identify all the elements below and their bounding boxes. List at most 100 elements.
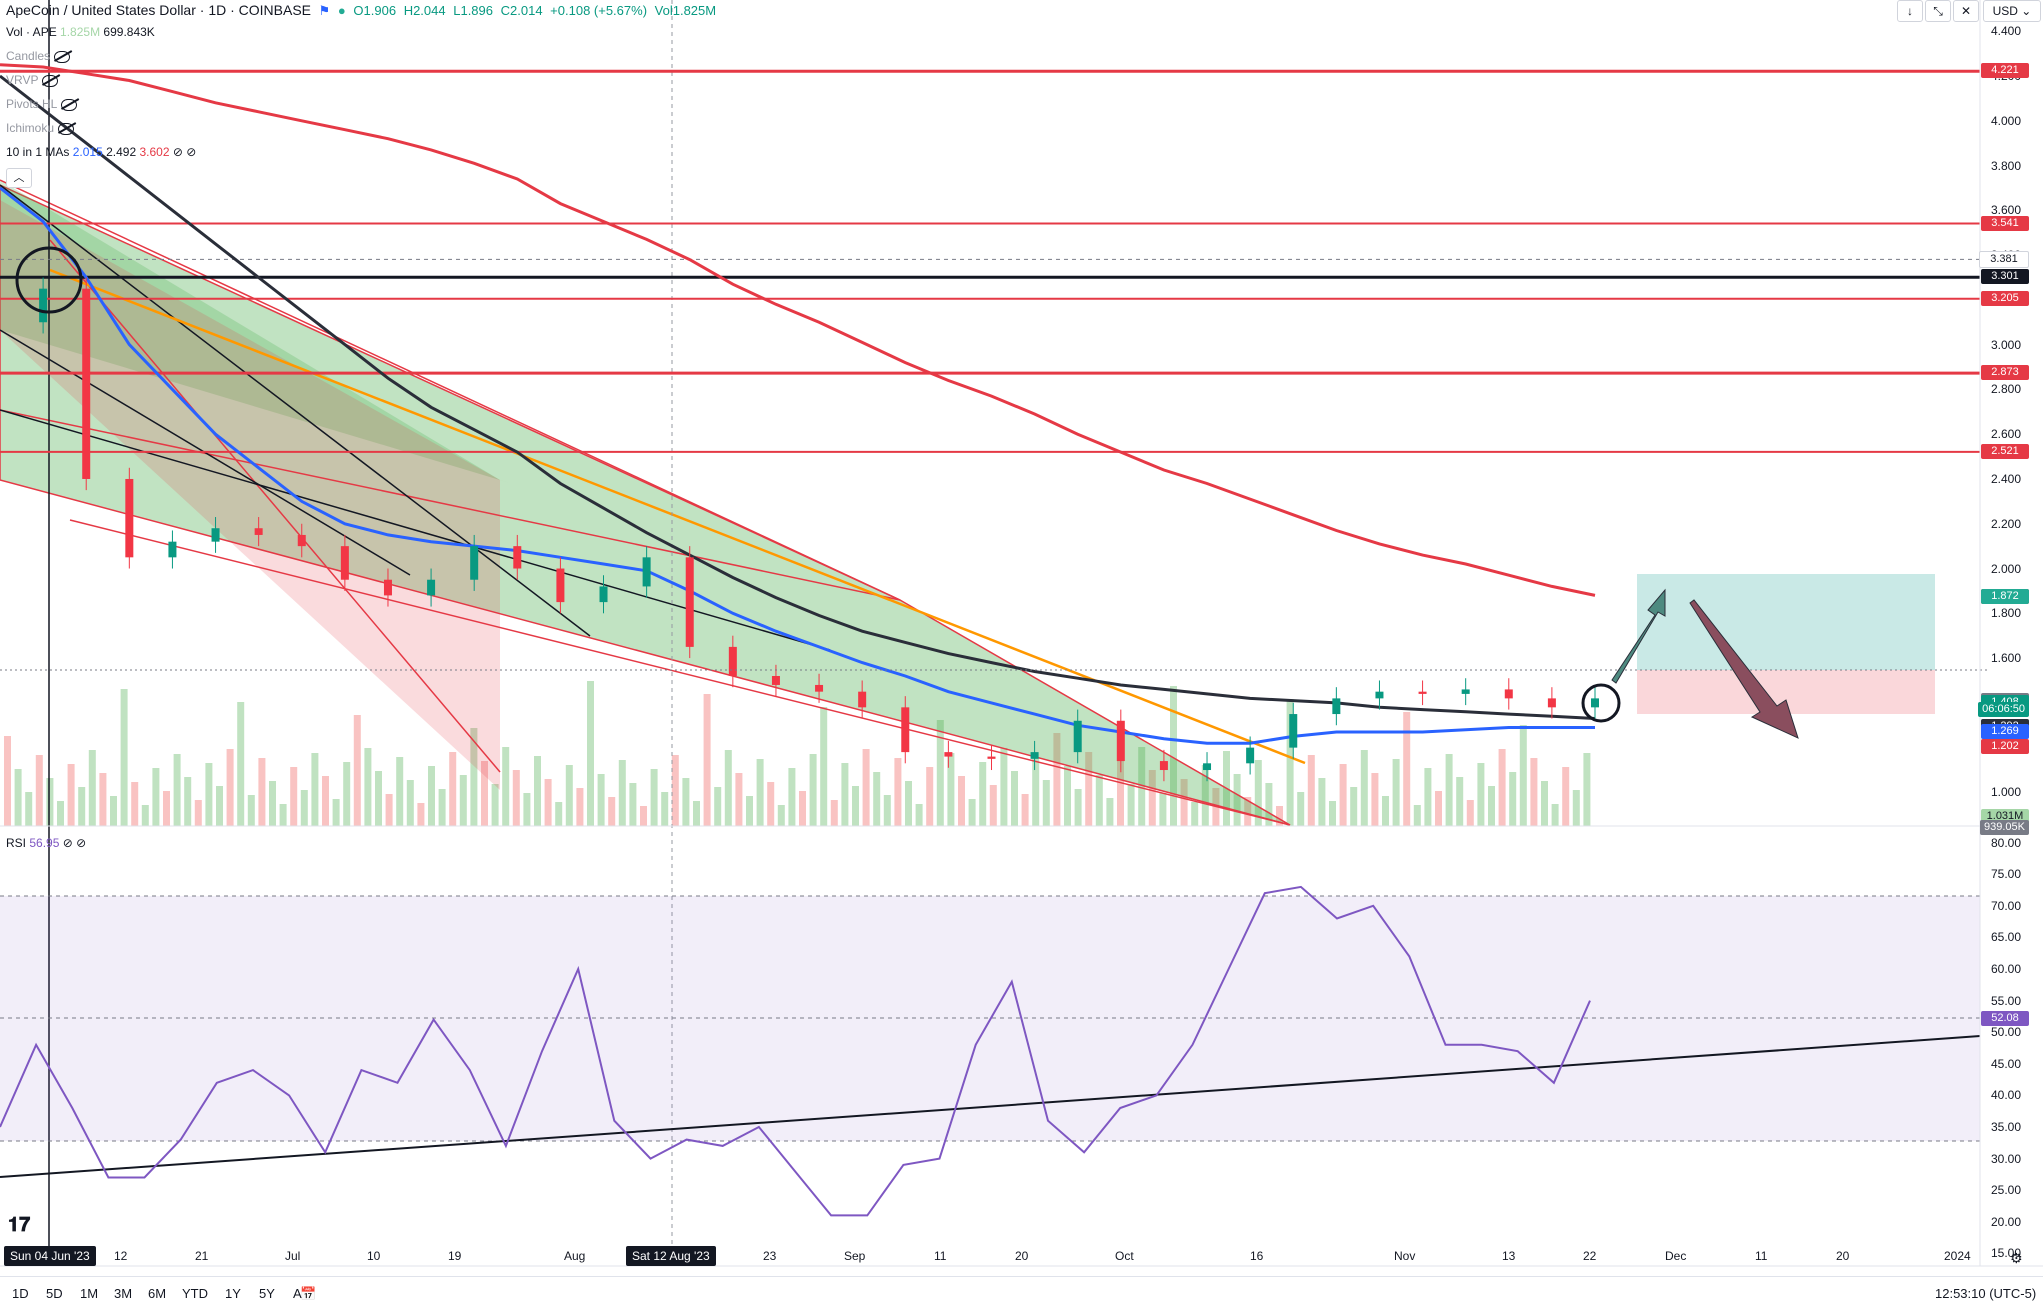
status-dot-icon: ● xyxy=(337,3,346,18)
volume-bar xyxy=(152,768,160,826)
volume-bar xyxy=(428,766,435,826)
time-tick: 11 xyxy=(1755,1249,1768,1263)
candle xyxy=(211,528,220,542)
moving-average-1[interactable] xyxy=(0,74,1596,720)
clock-text: 12:53:10 (UTC-5) xyxy=(1935,1286,2037,1301)
pivots-indicator-row[interactable]: Pivots HL xyxy=(6,97,78,111)
timeframe-6m[interactable]: 6M xyxy=(148,1286,167,1301)
candle xyxy=(470,546,479,580)
price-tag: 06:06:50 xyxy=(1978,701,2029,717)
timeframe-5y[interactable]: 5Y xyxy=(259,1286,275,1301)
down-arrow-button[interactable]: ↓ xyxy=(1897,0,1923,22)
rsi-indicator-row[interactable]: RSI 56.95 ⊘ ⊘ xyxy=(6,836,87,850)
timeframe-5d[interactable]: 5D xyxy=(46,1286,63,1301)
candle xyxy=(1159,761,1168,771)
volume-bar xyxy=(682,778,690,826)
close-icon[interactable]: ✕ xyxy=(1953,0,1979,22)
volume-bar xyxy=(1074,789,1082,826)
volume-bar xyxy=(311,753,319,826)
candle xyxy=(1375,691,1384,699)
candles-indicator-row[interactable]: Candles xyxy=(6,49,71,63)
timeframe-all[interactable]: All xyxy=(293,1286,308,1301)
candle xyxy=(1591,698,1599,708)
candle xyxy=(987,756,996,759)
candle xyxy=(1246,747,1255,764)
gear-icon[interactable]: ⚙ xyxy=(2010,1250,2023,1266)
collapse-button[interactable]: ⤡ xyxy=(1925,0,1951,22)
symbol-title[interactable]: ApeCoin / United States Dollar · 1D · CO… xyxy=(6,2,312,18)
vol-indicator-row[interactable]: Vol · APE 1.825M 699.843K xyxy=(6,25,155,39)
volume-bar xyxy=(1032,757,1040,826)
timeframe-1d[interactable]: 1D xyxy=(12,1286,29,1301)
price-tag: 1.202 xyxy=(1981,739,2029,755)
volume-bar xyxy=(597,774,605,826)
tradingview-logo-icon: 𝟏𝟕 xyxy=(8,1214,31,1236)
price-tick: 4.000 xyxy=(1991,113,2022,128)
volume-bar xyxy=(1244,797,1252,826)
volume-bar xyxy=(1042,780,1050,826)
calendar-icon[interactable]: 📅 xyxy=(300,1286,317,1301)
hidden-eye-icon[interactable] xyxy=(61,98,78,111)
volume-bar xyxy=(1233,774,1241,826)
timeframe-ytd[interactable]: YTD xyxy=(182,1286,208,1301)
hidden-eye-icon[interactable] xyxy=(54,50,71,63)
volume-bar xyxy=(841,763,849,826)
rsi-tick: 45.00 xyxy=(1991,1056,2022,1071)
moving-average-2[interactable] xyxy=(0,63,1596,597)
volume-bar xyxy=(714,787,722,826)
hidden-eye-icon[interactable] xyxy=(42,74,59,87)
volume-bar xyxy=(1170,686,1177,826)
volume-bar xyxy=(417,803,425,826)
candle xyxy=(125,478,134,558)
candle xyxy=(1289,714,1298,748)
candle xyxy=(1073,720,1082,753)
volume-bar xyxy=(449,752,457,826)
mas-indicator-row[interactable]: 10 in 1 MAs 2.015 2.492 3.602 ⊘ ⊘ xyxy=(6,145,197,159)
high-value: H2.044 xyxy=(403,3,446,18)
settings-icon[interactable]: ⊘ ⊘ xyxy=(172,145,197,159)
moving-average-0[interactable] xyxy=(0,186,1595,745)
vrvp-indicator-row[interactable]: VRVP xyxy=(6,73,59,87)
time-tick: 2024 xyxy=(1944,1249,1971,1263)
price-tick: 2.800 xyxy=(1991,382,2022,397)
volume-bar xyxy=(353,715,361,826)
hidden-eye-icon[interactable] xyxy=(58,122,75,135)
volume-bar xyxy=(1541,781,1548,826)
volume-bar xyxy=(205,763,213,826)
dashed-date-label: Sat 12 Aug '23 xyxy=(626,1246,716,1266)
volume-bar xyxy=(576,788,584,826)
volume-bar xyxy=(968,799,976,826)
rsi-tick: 50.00 xyxy=(1991,1025,2022,1040)
volume-bar xyxy=(608,797,616,826)
price-tick: 4.400 xyxy=(1991,24,2022,39)
ichimoku-indicator-row[interactable]: Ichimoku xyxy=(6,121,75,135)
volume-bar xyxy=(565,765,573,826)
rsi-tick: 60.00 xyxy=(1991,962,2022,976)
volume-bar xyxy=(1085,752,1093,826)
timeframe-1m[interactable]: 1M xyxy=(80,1286,99,1301)
volume-bar xyxy=(703,694,711,826)
volume-bar xyxy=(1488,786,1495,826)
volume-bar xyxy=(290,767,298,826)
price-tick: 2.200 xyxy=(1991,516,2022,531)
volume-bar xyxy=(1021,794,1029,826)
falling-line-3 xyxy=(49,239,501,773)
volume-bar xyxy=(1117,761,1124,826)
settings-icon[interactable]: ⊘ ⊘ xyxy=(62,836,87,850)
up-arrow xyxy=(1611,588,1666,684)
timeframe-3m[interactable]: 3M xyxy=(114,1286,133,1301)
currency-select[interactable]: USD ⌄ xyxy=(1983,0,2041,22)
flag-icon[interactable]: ⚑ xyxy=(318,3,331,18)
volume-bar xyxy=(1286,699,1294,826)
volume-bar xyxy=(226,749,234,826)
timeframe-1y[interactable]: 1Y xyxy=(225,1286,241,1301)
volume-bar xyxy=(406,780,414,826)
volume-bar xyxy=(141,805,149,826)
volume-bar xyxy=(1307,755,1315,826)
volume-bar xyxy=(78,787,86,826)
volume-bar xyxy=(1201,765,1209,826)
collapse-legend-button[interactable]: ︿ xyxy=(6,168,32,188)
volume-bar xyxy=(1180,779,1188,826)
price-tick: 1.600 xyxy=(1991,651,2022,666)
